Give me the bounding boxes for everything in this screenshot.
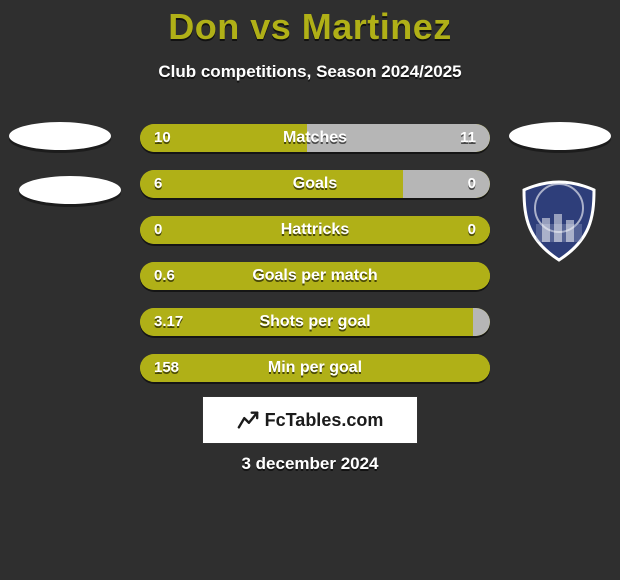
stat-value-right: 11 <box>460 124 476 152</box>
brand-box: FcTables.com <box>202 396 418 444</box>
stat-label: Goals <box>140 170 490 198</box>
stat-label: Hattricks <box>140 216 490 244</box>
stat-value-left: 0.6 <box>154 262 175 290</box>
stat-row: Matches10 11 <box>140 124 490 152</box>
stat-value-right: 0 <box>468 170 476 198</box>
player-left-avatar-2 <box>19 176 121 204</box>
stats-bars: Matches1011Goals60Hattricks00Goals per m… <box>140 124 490 400</box>
stat-value-left: 0 <box>154 216 162 244</box>
stat-label: Matches <box>140 124 490 152</box>
stat-label: Min per goal <box>140 354 490 382</box>
stat-row: Hattricks0 0 <box>140 216 490 244</box>
stat-row: Min per goal158 <box>140 354 490 382</box>
player-right-avatar-1 <box>509 122 611 150</box>
stat-value-left: 158 <box>154 354 179 382</box>
player-left-avatar-1 <box>9 122 111 150</box>
subtitle: Club competitions, Season 2024/2025 <box>0 62 620 82</box>
stat-row: Goals6 0 <box>140 170 490 198</box>
page-title: Don vs Martinez <box>0 6 620 48</box>
date-line: 3 december 2024 <box>0 454 620 474</box>
stat-value-left: 10 <box>154 124 171 152</box>
stat-label: Goals per match <box>140 262 490 290</box>
stat-row: Goals per match0.6 <box>140 262 490 290</box>
stat-label: Shots per goal <box>140 308 490 336</box>
brand-text: FcTables.com <box>265 410 384 431</box>
stat-value-left: 6 <box>154 170 162 198</box>
stat-value-right: 0 <box>468 216 476 244</box>
stat-row: Shots per goal3.17 <box>140 308 490 336</box>
stat-value-left: 3.17 <box>154 308 183 336</box>
player-right-club-crest <box>518 178 600 264</box>
brand-icon <box>237 409 259 431</box>
